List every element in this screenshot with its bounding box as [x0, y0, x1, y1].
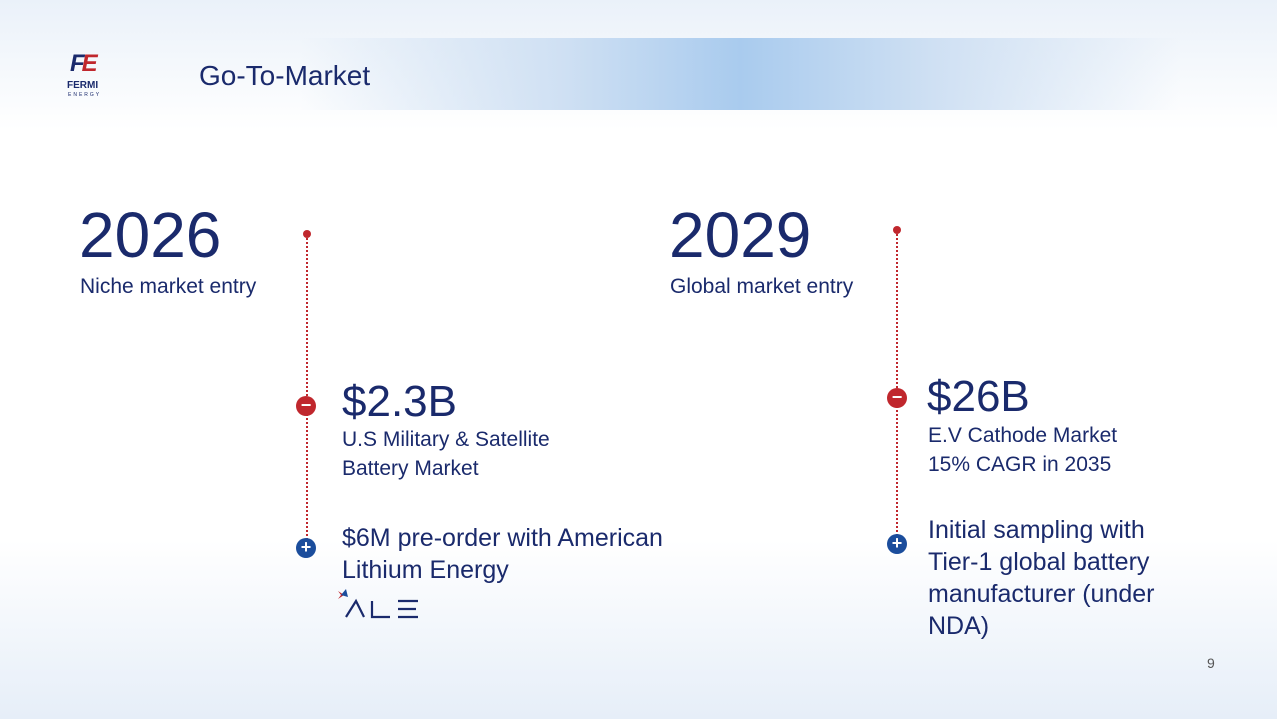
- year-2026: 2026: [79, 199, 222, 271]
- timeline-line: [306, 238, 308, 548]
- stage-label-2026: Niche market entry: [80, 275, 257, 298]
- logo-name: FERMI: [67, 80, 99, 91]
- logo-sub: ENERGY: [68, 92, 102, 98]
- milestone-2026-line2: Lithium Energy: [342, 556, 509, 584]
- market-value-2029: $26B: [927, 372, 1030, 421]
- year-2029: 2029: [669, 199, 812, 271]
- market-desc-2026-line1: U.S Military & Satellite: [342, 428, 550, 451]
- plus-circle-icon: +: [887, 534, 907, 554]
- market-value-2026: $2.3B: [342, 377, 457, 426]
- minus-circle-icon: −: [887, 388, 907, 408]
- plus-circle-icon: +: [296, 538, 316, 558]
- milestone-2029-line2: Tier-1 global battery: [928, 548, 1150, 576]
- stage-label-2029: Global market entry: [670, 275, 854, 298]
- header-banner: [300, 38, 1180, 110]
- market-desc-2029-line1: E.V Cathode Market: [928, 424, 1118, 447]
- milestone-2029-line4: NDA): [928, 612, 990, 640]
- minus-circle-icon: −: [296, 396, 316, 416]
- page-number: 9: [1207, 655, 1215, 671]
- ale-logo: [338, 589, 418, 619]
- market-desc-2026-line2: Battery Market: [342, 457, 479, 480]
- timeline-dot-icon: [303, 230, 311, 238]
- market-desc-2029-line2: 15% CAGR in 2035: [928, 453, 1112, 476]
- timeline-dot-icon: [893, 226, 901, 234]
- fermi-energy-logo: FE FERMI ENERGY: [67, 50, 102, 98]
- page-title: Go-To-Market: [199, 60, 371, 91]
- milestone-2029-line3: manufacturer (under: [928, 580, 1155, 608]
- milestone-2029-line1: Initial sampling with: [928, 516, 1145, 544]
- milestone-2026-line1: $6M pre-order with American: [342, 524, 663, 552]
